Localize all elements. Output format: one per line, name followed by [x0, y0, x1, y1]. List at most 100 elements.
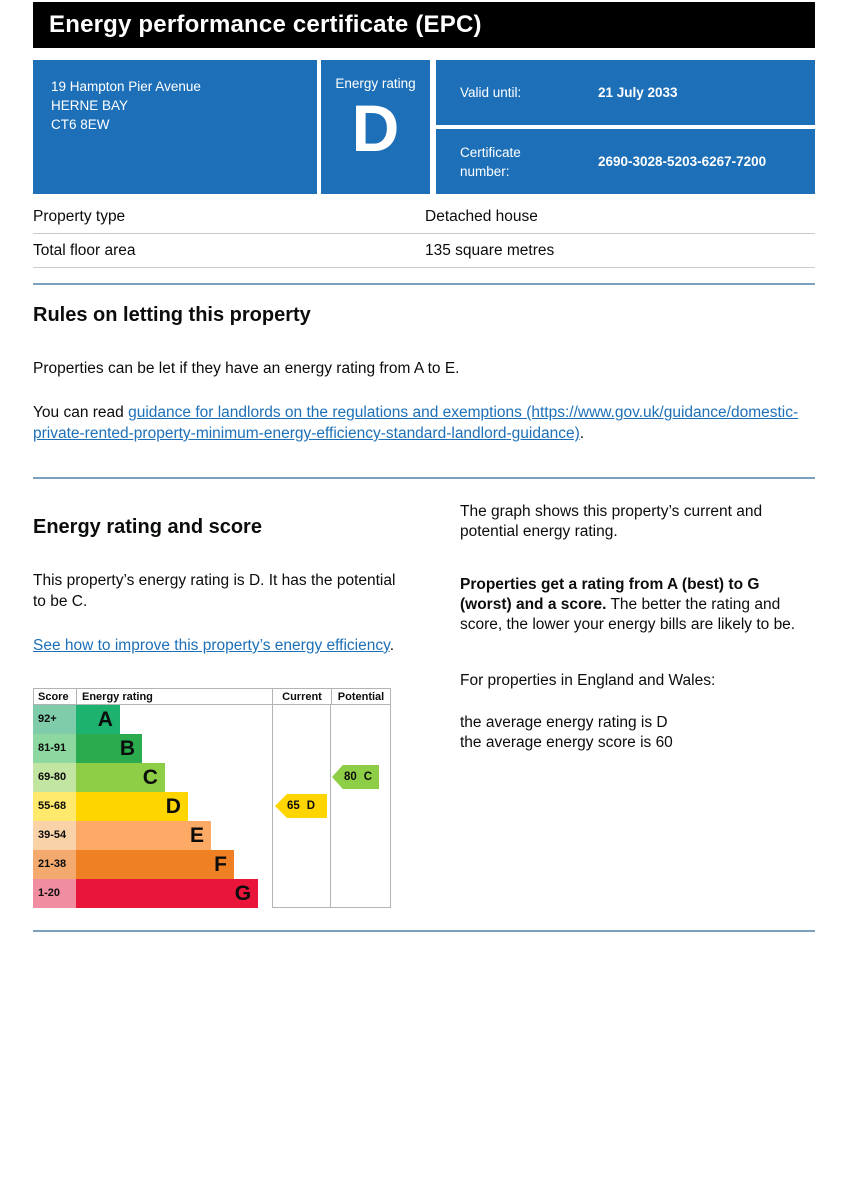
potential-column-header: Potential [331, 688, 391, 705]
landlord-guidance-paragraph: You can read guidance for landlords on t… [33, 402, 815, 444]
rating-explainer-rest: The better the rating and score, the low… [459, 596, 796, 633]
energy-rating-value: D [351, 91, 400, 165]
current-rating-arrow: 65 D [275, 794, 327, 818]
address-line-2: HERNE BAY [51, 98, 129, 113]
band-score-range: 55-68 [33, 792, 76, 821]
band-score-range: 39-54 [33, 821, 76, 850]
score-column-header: Score [33, 688, 76, 705]
section-divider [33, 283, 815, 285]
floor-area-value: 135 square metres [425, 241, 555, 259]
improve-efficiency-suffix: . [389, 637, 394, 654]
rules-paragraph: Properties can be let if they have an en… [33, 360, 460, 377]
band-bar-cell: F [76, 850, 272, 879]
current-rating-cell [272, 879, 331, 908]
epc-band-row: 55-68 D 65 D [33, 792, 391, 821]
rating-score-left-column: Energy rating and score This property’s … [33, 497, 404, 908]
band-bar-cell: B [76, 734, 272, 763]
energy-rating-and-score-section: Energy rating and score This property’s … [33, 497, 815, 908]
pointer-score: 65 [287, 800, 300, 812]
potential-rating-cell [331, 705, 391, 734]
england-wales-paragraph: For properties in England and Wales: [459, 672, 716, 689]
valid-until-value: 21 July 2033 [598, 85, 678, 100]
floor-area-label: Total floor area [33, 241, 136, 259]
band-score-range: 92+ [33, 705, 76, 734]
pointer-band-letter: C [363, 771, 373, 783]
property-type-label: Property type [33, 207, 126, 225]
property-type-value: Detached house [425, 207, 538, 225]
valid-until-row: Valid until: 21 July 2033 [436, 60, 815, 125]
pointer-score: 80 [344, 771, 357, 783]
pointer-band-letter: D [306, 800, 316, 812]
energy-rating-score-heading: Energy rating and score [33, 516, 262, 538]
band-bar-f: F [76, 850, 234, 879]
band-bar-c: C [76, 763, 165, 792]
epc-band-row: 21-38 F [33, 850, 391, 879]
energy-rating-box: Energy rating D [321, 60, 430, 194]
energy-rating-column-header: Energy rating [76, 688, 272, 705]
epc-band-row: 1-20 G [33, 879, 391, 908]
epc-band-rows: 92+ A 81-91 B 69-80 C 80 C 55-68 D 65 D 39-54 E 21-38 F… [33, 705, 391, 908]
property-facts-table: Property type Detached house Total floor… [33, 200, 815, 268]
current-rating-cell [272, 763, 331, 792]
band-bar-cell: G [76, 879, 272, 908]
band-score-range: 69-80 [33, 763, 76, 792]
rating-score-right-column: The graph shows this property’s current … [460, 497, 815, 908]
certificate-number-row: Certificate number: 2690-3028-5203-6267-… [436, 129, 815, 194]
certificate-number-value: 2690-3028-5203-6267-7200 [598, 154, 767, 169]
current-potential-paragraph: This property’s energy rating is D. It h… [33, 572, 396, 610]
band-bar-e: E [76, 821, 212, 850]
potential-rating-cell [331, 734, 391, 763]
section-divider [33, 477, 815, 479]
current-rating-cell [272, 734, 331, 763]
epc-chart-header: Score Energy rating Current Potential [33, 688, 391, 705]
band-bar-b: B [76, 734, 143, 763]
valid-until-label: Valid until: [460, 85, 522, 100]
band-score-range: 21-38 [33, 850, 76, 879]
epc-band-row: 39-54 E [33, 821, 391, 850]
epc-band-row: 69-80 C 80 C [33, 763, 391, 792]
current-column-header: Current [272, 688, 331, 705]
current-rating-cell: 65 D [272, 792, 331, 821]
average-score-line: the average energy score is 60 [459, 734, 673, 751]
band-bar-g: G [76, 879, 259, 908]
band-bar-cell: C [76, 763, 272, 792]
averages-paragraph: the average energy rating is D the avera… [460, 713, 815, 753]
current-rating-cell [272, 705, 331, 734]
epc-band-row: 81-91 B [33, 734, 391, 763]
certificate-details-box: Valid until: 21 July 2033 Certificate nu… [436, 60, 815, 194]
band-score-range: 81-91 [33, 734, 76, 763]
band-bar-cell: A [76, 705, 272, 734]
rating-explainer-bold: Properties get a rating from A (best) to… [459, 576, 760, 613]
rules-on-letting-section: Rules on letting this property Propertie… [33, 304, 815, 444]
energy-rating-label: Energy rating [335, 76, 416, 91]
improve-efficiency-link[interactable]: See how to improve this property’s energ… [33, 637, 390, 654]
potential-rating-cell [331, 879, 391, 908]
band-bar-a: A [76, 705, 120, 734]
potential-rating-cell [331, 850, 391, 879]
address-line-1: 19 Hampton Pier Avenue [51, 79, 201, 94]
potential-rating-cell: 80 C [331, 763, 391, 792]
potential-rating-cell [331, 821, 391, 850]
improve-efficiency-paragraph: See how to improve this property’s energ… [33, 635, 404, 656]
graph-explainer-paragraph: The graph shows this property’s current … [459, 503, 763, 540]
page-title: Energy performance certificate (EPC) [49, 11, 482, 38]
rating-explainer-paragraph: Properties get a rating from A (best) to… [460, 575, 815, 635]
masthead: Energy performance certificate (EPC) [33, 2, 815, 48]
rules-heading: Rules on letting this property [33, 304, 311, 326]
certificate-summary-panel: 19 Hampton Pier Avenue HERNE BAY CT6 8EW… [33, 60, 815, 194]
epc-band-row: 92+ A [33, 705, 391, 734]
property-address: 19 Hampton Pier Avenue HERNE BAY CT6 8EW [33, 60, 317, 194]
band-score-range: 1-20 [33, 879, 76, 908]
table-row: Total floor area 135 square metres [33, 234, 815, 268]
table-row: Property type Detached house [33, 200, 815, 234]
guidance-link-suffix: . [579, 425, 585, 442]
potential-rating-arrow: 80 C [332, 765, 379, 789]
address-line-3: CT6 8EW [51, 117, 110, 132]
section-divider [33, 930, 815, 932]
certificate-number-label: Certificate number: [460, 144, 521, 179]
landlord-guidance-link[interactable]: guidance for landlords on the regulation… [33, 404, 799, 442]
current-rating-cell [272, 850, 331, 879]
average-rating-line: the average energy rating is D [459, 714, 668, 731]
guidance-link-prefix: You can read [33, 404, 129, 421]
